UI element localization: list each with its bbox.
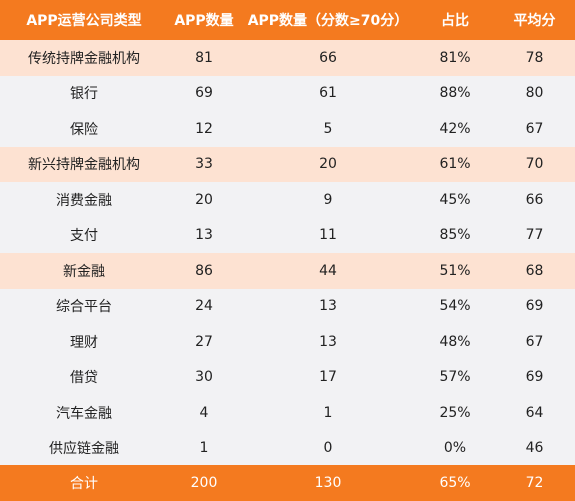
row-app-count-70: 5: [323, 120, 333, 137]
row-avg-score: 80: [525, 85, 544, 102]
row-type: 银行: [70, 86, 98, 103]
table-row: 新金融 86 44 51% 68: [0, 253, 575, 289]
row-type: 借贷: [70, 370, 98, 387]
row-app-count: 27: [195, 333, 213, 350]
row-app-count-70: 66: [319, 49, 337, 66]
row-avg-score: 66: [525, 191, 544, 208]
row-app-count-70: 13: [319, 333, 337, 350]
header-ratio: 占比: [441, 13, 469, 29]
row-type: 新金融: [63, 263, 105, 280]
row-type: 新兴持牌金融机构: [28, 157, 140, 174]
row-app-count-70: 17: [319, 369, 337, 386]
row-ratio: 45%: [439, 191, 471, 208]
table-row: 支付 13 11 85% 77: [0, 217, 575, 253]
row-app-count-70: 11: [319, 227, 337, 244]
row-type: 汽车金融: [56, 405, 112, 422]
row-avg-score: 69: [525, 298, 544, 315]
row-ratio: 48%: [439, 333, 471, 350]
row-app-count: 4: [199, 404, 209, 421]
row-app-count-70: 1: [323, 404, 333, 421]
row-app-count: 20: [195, 191, 213, 208]
row-type: 供应链金融: [49, 441, 119, 458]
row-app-count-70: 61: [319, 85, 337, 102]
row-app-count-70: 44: [319, 262, 337, 279]
row-app-count: 13: [195, 227, 213, 244]
row-app-count: 30: [195, 369, 213, 386]
header-app-count-70: APP数量（分数≥70分）: [247, 13, 409, 29]
table-row: 传统持牌金融机构 81 66 81% 78: [0, 40, 575, 76]
row-type: 消费金融: [56, 192, 112, 209]
row-ratio: 25%: [439, 404, 471, 421]
row-app-count: 24: [195, 298, 213, 315]
row-app-count: 33: [195, 156, 213, 173]
row-type: 保险: [70, 121, 98, 138]
header-type: APP运营公司类型: [26, 13, 142, 29]
row-app-count: 12: [195, 120, 213, 137]
row-app-count: 69: [195, 85, 213, 102]
row-avg-score: 64: [525, 404, 544, 421]
row-avg-score: 77: [525, 227, 544, 244]
row-type: 综合平台: [56, 299, 112, 316]
row-avg-score: 46: [525, 440, 544, 457]
row-ratio: 0%: [443, 440, 467, 457]
row-avg-score: 68: [525, 262, 544, 279]
row-app-count: 86: [195, 262, 213, 279]
footer-avg-score: 72: [525, 475, 544, 491]
table-footer-total: 合计 200 130 65% 72: [0, 465, 575, 501]
row-ratio: 57%: [439, 369, 471, 386]
table-header: APP运营公司类型 APP数量 APP数量（分数≥70分） 占比 平均分: [0, 0, 575, 40]
row-avg-score: 67: [525, 333, 544, 350]
row-app-count-70: 9: [323, 191, 333, 208]
table-row: 理财 27 13 48% 67: [0, 324, 575, 360]
row-type: 传统持牌金融机构: [28, 50, 140, 67]
row-app-count: 81: [195, 49, 213, 66]
footer-app-count-70: 130: [314, 475, 342, 491]
row-ratio: 54%: [439, 298, 471, 315]
row-avg-score: 70: [525, 156, 544, 173]
table-row: 保险 12 5 42% 67: [0, 111, 575, 147]
row-avg-score: 69: [525, 369, 544, 386]
table-row: 新兴持牌金融机构 33 20 61% 70: [0, 146, 575, 182]
row-avg-score: 78: [525, 49, 544, 66]
table-row: 供应链金融 1 0 0% 46: [0, 430, 575, 466]
row-app-count: 1: [199, 440, 209, 457]
row-ratio: 42%: [439, 120, 471, 137]
row-app-count-70: 0: [323, 440, 333, 457]
row-type: 理财: [70, 334, 98, 351]
footer-ratio: 65%: [439, 475, 471, 491]
row-app-count-70: 13: [319, 298, 337, 315]
table-row: 消费金融 20 9 45% 66: [0, 182, 575, 218]
row-type: 支付: [70, 228, 98, 245]
table-row: 汽车金融 4 1 25% 64: [0, 395, 575, 431]
footer-app-count: 200: [190, 475, 218, 491]
header-avg-score: 平均分: [513, 13, 556, 29]
row-ratio: 85%: [439, 227, 471, 244]
table-row: 借贷 30 17 57% 69: [0, 359, 575, 395]
table-row: 银行 69 61 88% 80: [0, 75, 575, 111]
table-row: 综合平台 24 13 54% 69: [0, 288, 575, 324]
row-avg-score: 67: [525, 120, 544, 137]
header-app-count: APP数量: [174, 13, 234, 29]
row-ratio: 81%: [439, 49, 471, 66]
row-ratio: 61%: [439, 156, 471, 173]
row-app-count-70: 20: [319, 156, 337, 173]
row-ratio: 51%: [439, 262, 471, 279]
footer-label: 合计: [70, 476, 98, 492]
row-ratio: 88%: [439, 85, 471, 102]
